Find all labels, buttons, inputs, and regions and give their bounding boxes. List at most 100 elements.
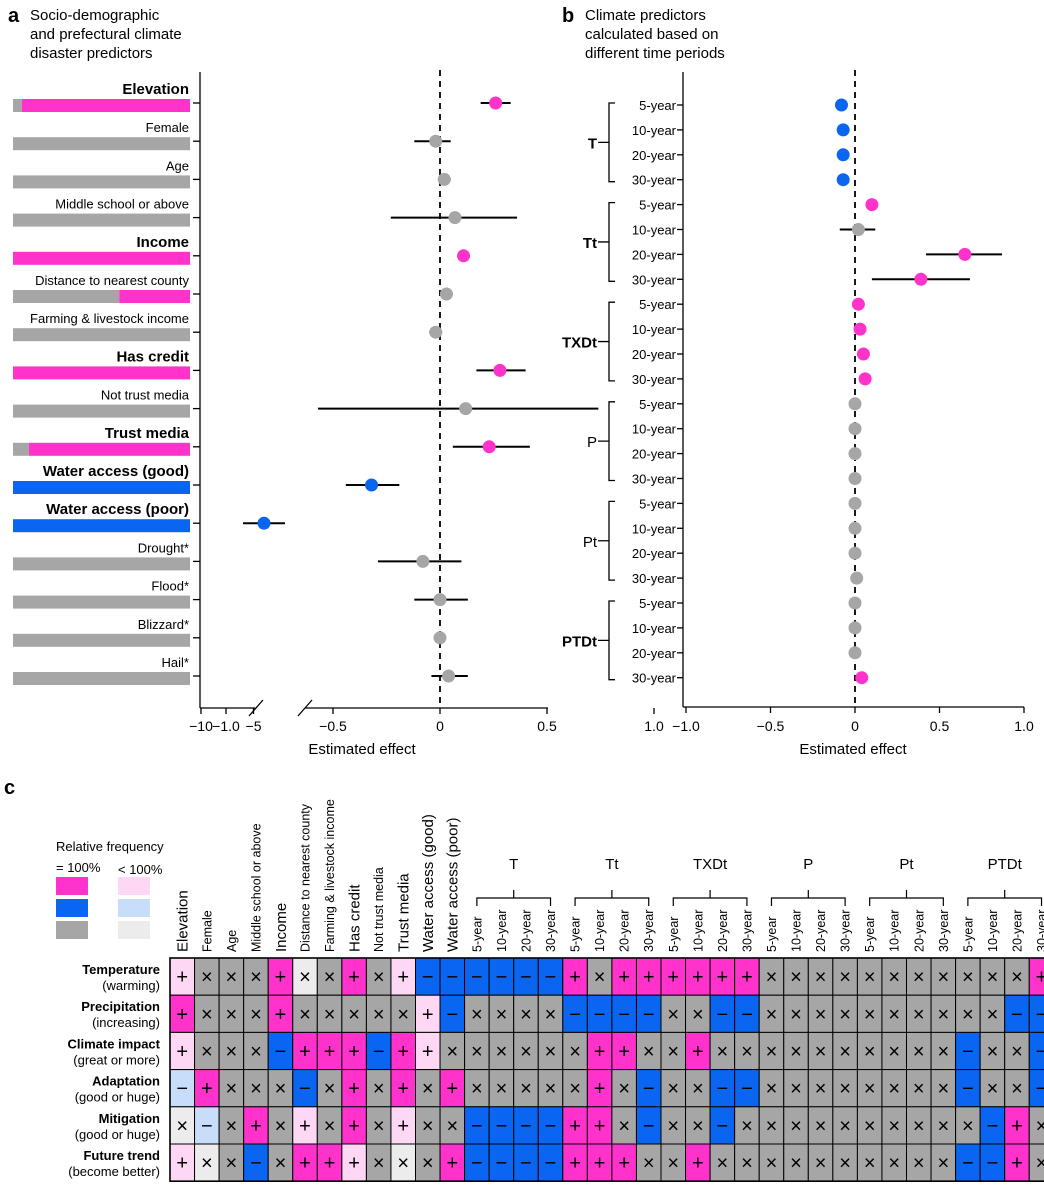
label-middle-school-or-above: Middle school or above — [55, 197, 189, 212]
cell-precipitation-25 — [783, 994, 809, 1033]
group-label-tt: Tt — [605, 856, 619, 873]
cell-symbol-adaptation-2: × — [226, 1078, 238, 1100]
cell-symbol-precipitation-5: × — [299, 1004, 311, 1026]
label-female: Female — [146, 120, 189, 135]
cell-symbol-climate-impact-1: × — [201, 1041, 213, 1063]
cell-symbol-temperature-35: + — [1036, 967, 1044, 989]
cell-climate-impact-11 — [439, 1031, 466, 1071]
cell-symbol-climate-impact-25: × — [790, 1041, 802, 1063]
cell-symbol-future-trend-2: × — [226, 1153, 238, 1175]
cell-symbol-mitigation-15: − — [545, 1115, 557, 1137]
cell-climate-impact-1 — [194, 1031, 220, 1071]
cell-symbol-temperature-20: + — [667, 967, 679, 989]
cell-symbol-temperature-7: + — [348, 967, 360, 989]
row-title-temperature: Temperature — [82, 962, 160, 977]
panel-b-x-tick-label: 0.5 — [930, 718, 950, 734]
column-header-10-year-17: 10-year — [593, 910, 607, 952]
cell-symbol-future-trend-8: × — [373, 1153, 385, 1175]
cell-symbol-adaptation-22: − — [717, 1078, 729, 1100]
period-label-pt-5-year: 5-year — [639, 496, 677, 511]
cell-adaptation-9 — [390, 1069, 417, 1108]
cell-temperature-16 — [562, 957, 588, 996]
cell-symbol-temperature-0: + — [176, 967, 188, 989]
cell-symbol-mitigation-22: − — [717, 1115, 729, 1137]
label-hail: Hail* — [162, 655, 189, 670]
cell-future-trend-28 — [856, 1143, 883, 1182]
cell-symbol-climate-impact-34: × — [1011, 1041, 1023, 1063]
cell-symbol-temperature-18: + — [618, 967, 630, 989]
cell-temperature-31 — [930, 957, 957, 996]
cell-symbol-adaptation-17: + — [594, 1078, 606, 1100]
cell-symbol-future-trend-17: + — [594, 1153, 606, 1175]
panel-b-x-tick-label: −0.5 — [757, 718, 785, 734]
bar-flood-gray — [13, 595, 190, 609]
cell-symbol-future-trend-3: − — [250, 1153, 262, 1175]
point-t-30-year — [836, 173, 850, 187]
bar-income-magenta — [13, 251, 190, 265]
cell-future-trend-18 — [611, 1143, 637, 1182]
cell-adaptation-21 — [685, 1069, 711, 1108]
point-p-5-year — [848, 397, 862, 411]
cell-symbol-climate-impact-11: × — [446, 1041, 458, 1063]
cell-mitigation-9 — [390, 1106, 417, 1145]
cell-symbol-precipitation-2: × — [226, 1004, 238, 1026]
cell-symbol-adaptation-14: × — [520, 1078, 532, 1100]
point-ptdt-20-year — [848, 646, 862, 660]
panel-c-letter: c — [4, 777, 15, 799]
cell-symbol-mitigation-12: − — [471, 1115, 483, 1137]
cell-symbol-climate-impact-15: × — [545, 1041, 557, 1063]
bar-farming-livestock-income-gray — [13, 328, 190, 342]
cell-climate-impact-18 — [611, 1031, 637, 1071]
point-trust-media — [482, 440, 496, 454]
point-tt-10-year — [851, 223, 865, 236]
cell-climate-impact-8 — [365, 1031, 392, 1071]
column-header-10-year-33: 10-year — [986, 910, 1000, 952]
cell-symbol-climate-impact-6: + — [324, 1041, 336, 1063]
panel-a-x-tick-label: 1.0 — [644, 718, 664, 734]
cell-symbol-precipitation-27: × — [839, 1004, 851, 1026]
column-header-30-year-35: 30-year — [1035, 910, 1044, 952]
cell-temperature-12 — [464, 957, 490, 996]
cell-symbol-mitigation-4: × — [275, 1115, 287, 1137]
panel-b-period-labels: 5-year 10-year 20-year 30-year T 5-year 10-yea… — [562, 98, 683, 686]
cell-symbol-climate-impact-18: + — [618, 1041, 630, 1063]
bar-not-trust-media-gray — [13, 404, 190, 418]
group-bracket-p — [598, 401, 615, 482]
cell-precipitation-19 — [635, 994, 662, 1033]
cell-symbol-climate-impact-8: − — [373, 1041, 385, 1063]
column-header-distance-to-nearest-county-5: Distance to nearest county — [299, 803, 313, 952]
group-bracket-t — [598, 102, 615, 183]
label-drought: Drought* — [138, 540, 189, 555]
period-label-txdt-10-year: 10-year — [632, 322, 677, 337]
cell-temperature-23 — [734, 957, 760, 996]
cell-symbol-mitigation-34: + — [1011, 1115, 1023, 1137]
cell-symbol-climate-impact-19: × — [643, 1041, 655, 1063]
cell-precipitation-34 — [1004, 994, 1030, 1033]
column-header-water-access-good-10: Water access (good) — [420, 814, 437, 952]
panel-b-x-axis-label: Estimated effect — [799, 741, 907, 758]
cell-symbol-temperature-4: + — [275, 967, 287, 989]
panel-b-letter: b — [562, 5, 574, 27]
cell-future-trend-7 — [341, 1143, 367, 1182]
cell-adaptation-18 — [611, 1069, 637, 1108]
cell-climate-impact-14 — [513, 1031, 539, 1071]
cell-symbol-mitigation-31: × — [937, 1115, 949, 1137]
cell-climate-impact-3 — [243, 1031, 269, 1071]
cell-symbol-adaptation-28: × — [864, 1078, 876, 1100]
panel-a-x-axis-label: Estimated effect — [308, 741, 416, 758]
cell-adaptation-2 — [218, 1069, 245, 1108]
cell-precipitation-8 — [365, 994, 392, 1033]
cell-adaptation-25 — [783, 1069, 809, 1108]
cell-symbol-future-trend-24: × — [766, 1153, 778, 1175]
cell-symbol-mitigation-14: − — [520, 1115, 532, 1137]
point-hail — [442, 669, 456, 683]
cell-symbol-mitigation-33: − — [987, 1115, 999, 1137]
cell-future-trend-24 — [758, 1143, 785, 1182]
cell-mitigation-14 — [513, 1106, 539, 1145]
panel-c-group-brackets: T Tt TXDt P Pt PTDt — [476, 856, 1043, 906]
cell-future-trend-13 — [488, 1143, 515, 1182]
cell-symbol-mitigation-5: + — [299, 1115, 311, 1137]
row-title-climate-impact: Climate impact — [68, 1036, 161, 1051]
cell-symbol-precipitation-30: × — [913, 1004, 925, 1026]
period-label-pt-10-year: 10-year — [632, 521, 677, 536]
